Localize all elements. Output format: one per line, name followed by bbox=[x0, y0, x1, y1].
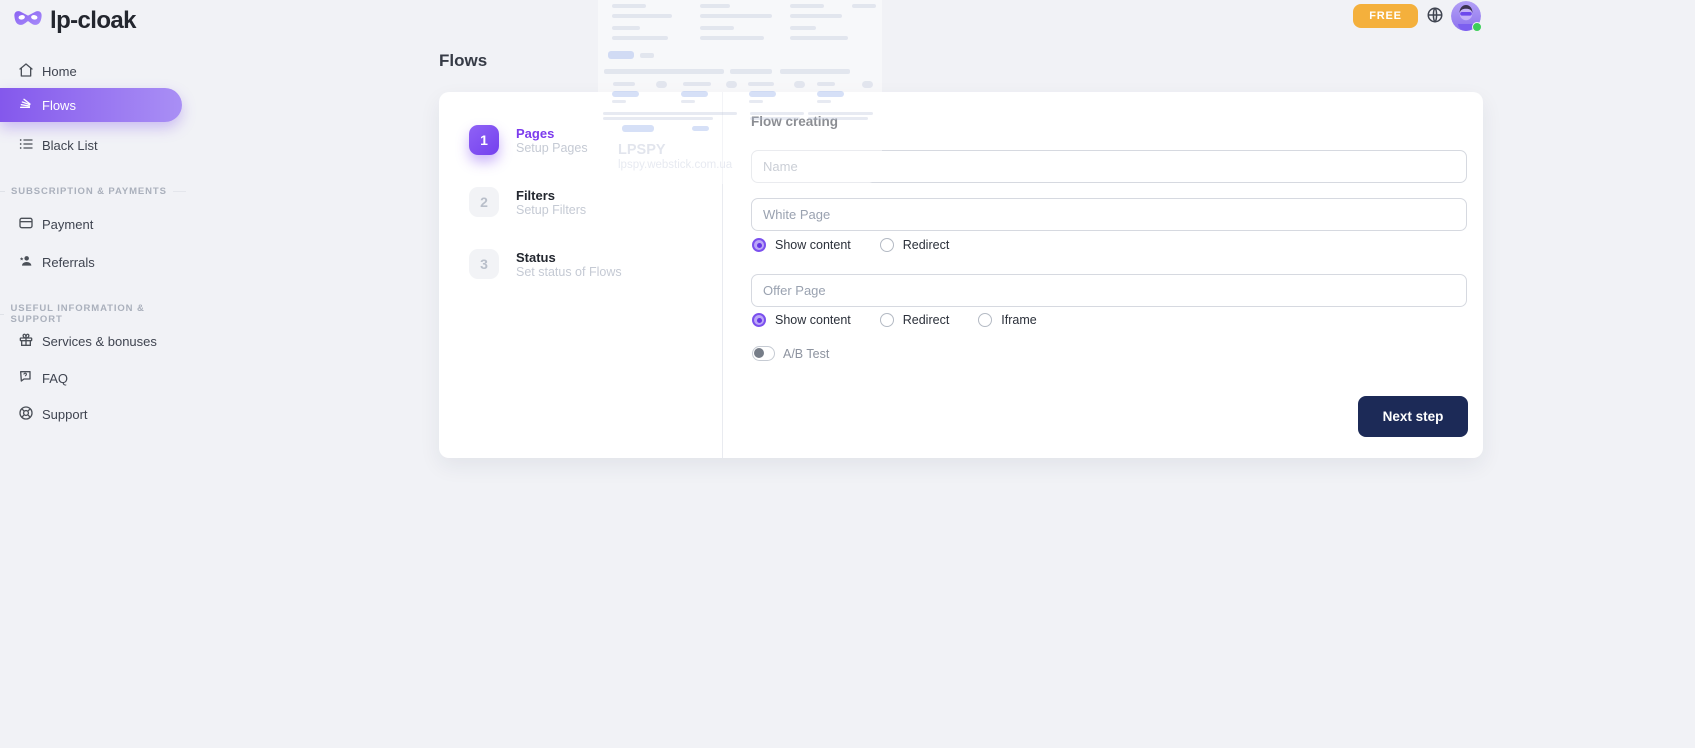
divider bbox=[722, 92, 723, 458]
white-page-input[interactable] bbox=[751, 198, 1467, 231]
step-pages[interactable]: 1 Pages Setup Pages bbox=[469, 125, 588, 156]
offer-page-mode-radios: Show content Redirect Iframe bbox=[752, 313, 1037, 327]
sidebar-item-flows[interactable]: Flows bbox=[0, 88, 182, 122]
sidebar-item-label: Support bbox=[42, 406, 88, 422]
sidebar-item-black-list[interactable]: Black List bbox=[0, 127, 200, 163]
card-icon bbox=[18, 215, 34, 234]
plan-badge[interactable]: FREE bbox=[1353, 4, 1418, 28]
radio-label: Redirect bbox=[902, 313, 950, 327]
sidebar-item-support[interactable]: Support bbox=[0, 396, 200, 432]
radio-show-content[interactable] bbox=[752, 238, 766, 252]
form-title: Flow creating bbox=[751, 114, 839, 129]
faq-icon bbox=[18, 369, 34, 388]
step-status[interactable]: 3 Status Set status of Flows bbox=[469, 249, 622, 280]
support-icon bbox=[18, 405, 34, 424]
sidebar-item-services[interactable]: Services & bonuses bbox=[0, 323, 200, 359]
step-number: 1 bbox=[469, 125, 499, 155]
gift-icon bbox=[18, 332, 34, 351]
home-icon bbox=[18, 62, 34, 81]
section-title: USEFUL INFORMATION & SUPPORT bbox=[10, 303, 145, 325]
sidebar-item-faq[interactable]: FAQ bbox=[0, 360, 200, 396]
radio-label: Redirect bbox=[902, 238, 950, 252]
step-number: 2 bbox=[469, 187, 499, 217]
radio-show-content[interactable] bbox=[752, 313, 766, 327]
globe-icon[interactable] bbox=[1426, 6, 1444, 24]
step-number: 3 bbox=[469, 249, 499, 279]
name-input[interactable] bbox=[751, 150, 1467, 183]
step-subtitle: Set status of Flows bbox=[516, 265, 622, 279]
radio-redirect[interactable] bbox=[879, 238, 894, 252]
radio-iframe[interactable] bbox=[978, 313, 993, 327]
radio-label: Show content bbox=[775, 238, 851, 252]
page-title: Flows bbox=[439, 51, 488, 70]
step-title: Pages bbox=[516, 126, 555, 141]
sidebar-item-payment[interactable]: Payment bbox=[0, 206, 200, 242]
sidebar-item-referrals[interactable]: Referrals bbox=[0, 244, 200, 280]
ab-test-label: A/B Test bbox=[783, 346, 830, 361]
sidebar: lp-cloak Home Flows Black List SUBSCRIPT… bbox=[0, 0, 200, 748]
sidebar-item-label: Payment bbox=[42, 216, 94, 232]
step-title: Filters bbox=[516, 188, 556, 203]
sidebar-section-subscription: SUBSCRIPTION & PAYMENTS bbox=[0, 186, 186, 197]
sidebar-item-label: Referrals bbox=[42, 254, 95, 270]
flow-creating-modal: 1 Pages Setup Pages 2 Filters Setup Filt… bbox=[439, 92, 1483, 458]
sidebar-item-label: Services & bonuses bbox=[42, 333, 157, 349]
online-status-dot bbox=[1472, 22, 1482, 32]
logo-text: lp-cloak bbox=[50, 7, 137, 34]
avatar[interactable] bbox=[1451, 1, 1482, 32]
step-filters[interactable]: 2 Filters Setup Filters bbox=[469, 187, 586, 218]
radio-label: Show content bbox=[775, 313, 851, 327]
step-subtitle: Setup Pages bbox=[516, 141, 588, 155]
blacklist-icon bbox=[18, 136, 34, 155]
sidebar-item-label: FAQ bbox=[42, 370, 69, 386]
sidebar-item-label: Flows bbox=[42, 97, 76, 113]
sidebar-section-support: USEFUL INFORMATION & SUPPORT bbox=[0, 303, 186, 325]
offer-page-input[interactable] bbox=[751, 274, 1467, 307]
sidebar-item-label: Black List bbox=[42, 137, 98, 153]
radio-redirect[interactable] bbox=[879, 313, 894, 327]
app-logo[interactable]: lp-cloak bbox=[13, 7, 137, 35]
next-step-button[interactable]: Next step bbox=[1358, 396, 1468, 437]
step-subtitle: Setup Filters bbox=[516, 203, 587, 217]
ab-test-row: A/B Test bbox=[752, 346, 829, 361]
white-page-mode-radios: Show content Redirect bbox=[752, 238, 949, 252]
referrals-icon bbox=[18, 253, 34, 272]
radio-label: Iframe bbox=[1001, 313, 1037, 327]
sidebar-item-label: Home bbox=[42, 63, 77, 79]
section-title: SUBSCRIPTION & PAYMENTS bbox=[11, 186, 167, 197]
flows-icon bbox=[18, 96, 34, 115]
ab-test-toggle[interactable] bbox=[752, 346, 775, 361]
mask-icon bbox=[13, 9, 43, 34]
step-title: Status bbox=[516, 250, 556, 265]
sidebar-item-home[interactable]: Home bbox=[0, 53, 200, 89]
